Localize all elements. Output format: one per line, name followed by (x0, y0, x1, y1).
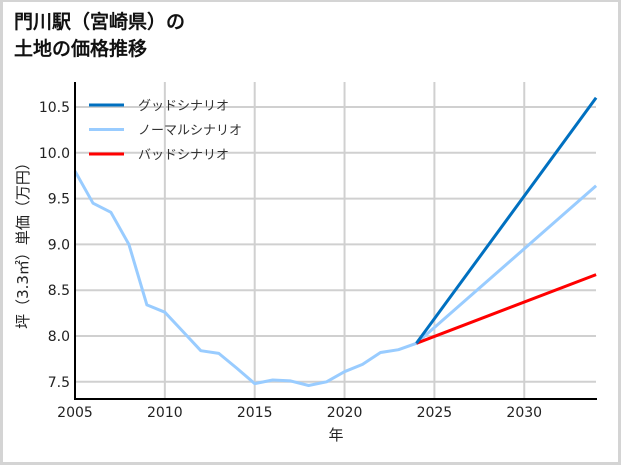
legend-label: バッドシナリオ (138, 148, 229, 163)
chart-title-line2: 土地の価格推移 (14, 38, 148, 60)
series-line-0 (415, 96, 598, 345)
y-axis-label: 坪（3.3㎡）単価（万円） (14, 155, 32, 329)
x-tick-labels: 2005 2010 2015 2020 2025 2030 (57, 405, 542, 421)
y-tick-label: 8.0 (48, 329, 70, 345)
chart-title: 門川駅（宮崎県）の 土地の価格推移 (14, 9, 185, 63)
x-tick-label: 2010 (147, 405, 183, 421)
legend-label: グッドシナリオ (138, 99, 229, 114)
y-tick-label: 9.0 (48, 237, 70, 253)
series-line-2 (415, 273, 597, 345)
x-tick-label: 2020 (327, 405, 363, 421)
x-tick-label: 2030 (506, 405, 542, 421)
y-tick-label: 7.5 (48, 375, 70, 391)
axes (74, 82, 597, 400)
chart-title-line1: 門川駅（宮崎県）の (14, 11, 186, 33)
y-tick-label: 9.5 (48, 192, 70, 208)
legend-label: ノーマルシナリオ (138, 124, 242, 139)
y-tick-label: 10.5 (39, 100, 70, 116)
series-lines (73, 96, 598, 387)
x-tick-label: 2025 (417, 405, 453, 421)
series-line-1 (73, 170, 598, 387)
grid-lines (75, 82, 596, 399)
x-tick-label: 2015 (237, 405, 273, 421)
x-tick-label: 2005 (57, 405, 93, 421)
x-axis-label: 年 (328, 426, 343, 444)
y-tick-label: 10.0 (39, 146, 70, 162)
y-tick-labels: 7.5 8.0 8.5 9.0 9.5 10.0 10.5 (39, 100, 70, 391)
y-tick-label: 8.5 (48, 283, 70, 299)
